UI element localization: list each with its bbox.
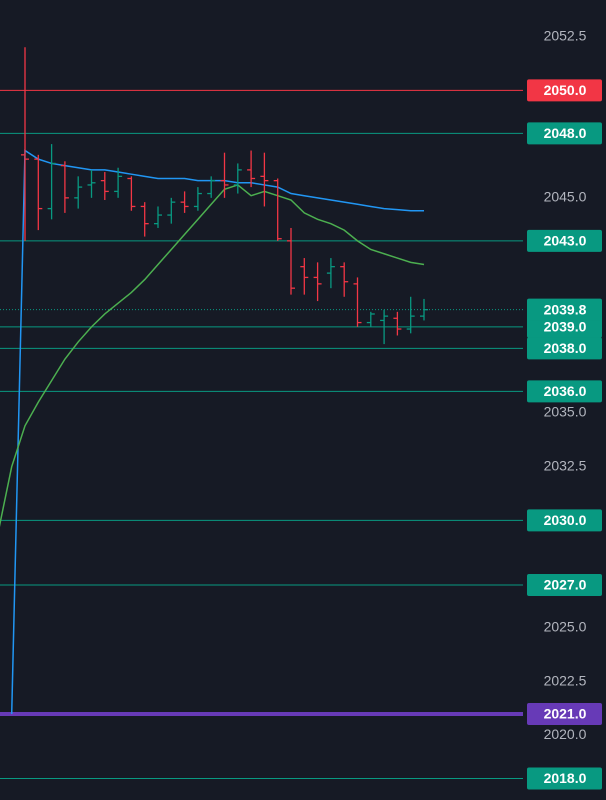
moving-average-line — [0, 184, 425, 528]
price-label: 2048.0 — [544, 125, 587, 141]
moving-average-line — [10, 149, 424, 714]
price-label: 2030.0 — [544, 512, 587, 528]
price-label: 2039.0 — [544, 319, 587, 335]
price-label-box — [527, 229, 602, 252]
y-tick-label: 2045.0 — [544, 189, 587, 205]
price-label-box — [527, 702, 602, 725]
y-tick-label: 2020.0 — [544, 726, 587, 742]
price-label: 2039.8 — [544, 301, 587, 317]
y-tick-label: 2035.0 — [544, 404, 587, 420]
price-label-box — [527, 79, 602, 102]
y-tick-label: 2022.5 — [544, 672, 587, 688]
price-label: 2043.0 — [544, 233, 587, 249]
price-label: 2021.0 — [544, 706, 587, 722]
price-label: 2027.0 — [544, 577, 587, 593]
price-label: 2036.0 — [544, 383, 587, 399]
price-label-box — [527, 380, 602, 403]
y-tick-label: 2052.5 — [544, 27, 587, 43]
price-label-box — [527, 767, 602, 790]
price-label-box — [527, 573, 602, 596]
price-label-box — [527, 298, 602, 321]
y-tick-label: 2025.0 — [544, 619, 587, 635]
price-label: 2038.0 — [544, 340, 587, 356]
price-label-box — [527, 509, 602, 532]
price-label-box — [527, 337, 602, 360]
price-label: 2050.0 — [544, 82, 587, 98]
price-label: 2018.0 — [544, 770, 587, 786]
price-label-box — [527, 122, 602, 145]
y-tick-label: 2032.5 — [544, 457, 587, 473]
price-label-box — [527, 315, 602, 338]
